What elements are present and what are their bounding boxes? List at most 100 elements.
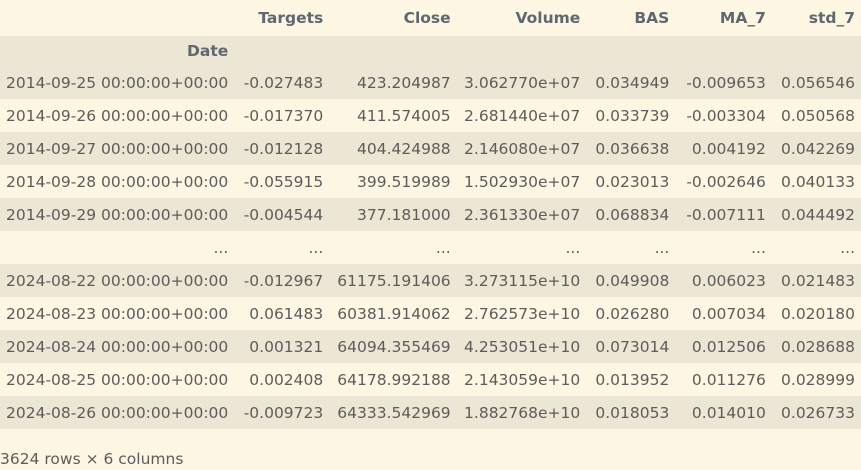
table-row: 2014-09-29 00:00:00+00:00 -0.004544 377.18… [0, 198, 861, 231]
table-cell: 0.018053 [586, 396, 676, 429]
table-cell: 1.882768e+10 [456, 396, 587, 429]
table-cell: 0.042269 [771, 132, 861, 165]
row-index-cell: 2014-09-29 00:00:00+00:00 [0, 198, 235, 231]
table-cell: 0.011276 [675, 363, 772, 396]
table-header: Targets Close Volume BAS MA_7 std_7 Date [0, 0, 861, 66]
table-cell: 0.036638 [586, 132, 676, 165]
table-cell: 2.681440e+07 [456, 99, 587, 132]
table-row: 2024-08-25 00:00:00+00:00 0.002408 64178.9… [0, 363, 861, 396]
table-cell: 4.253051e+10 [456, 330, 587, 363]
index-name: Date [0, 36, 235, 66]
row-index-cell: 2024-08-25 00:00:00+00:00 [0, 363, 235, 396]
table-cell: ... [234, 231, 330, 264]
table-row: 2024-08-23 00:00:00+00:00 0.061483 60381.9… [0, 297, 861, 330]
table-cell: 0.068834 [586, 198, 676, 231]
table-row: 2024-08-22 00:00:00+00:00 -0.012967 61175.… [0, 264, 861, 297]
table-cell: 64178.992188 [329, 363, 457, 396]
table-cell: 0.012506 [675, 330, 772, 363]
table-cell: 0.056546 [771, 66, 861, 99]
table-cell: 2.143059e+10 [456, 363, 587, 396]
table-cell: -0.009653 [675, 66, 772, 99]
row-index-cell: 2014-09-25 00:00:00+00:00 [0, 66, 235, 99]
table-row: 2024-08-24 00:00:00+00:00 0.001321 64094.3… [0, 330, 861, 363]
table-cell: 60381.914062 [329, 297, 457, 330]
table-cell: 0.023013 [586, 165, 676, 198]
table-cell: 0.040133 [771, 165, 861, 198]
table-cell: 399.519989 [329, 165, 457, 198]
table-cell: 0.033739 [586, 99, 676, 132]
table-cell: 0.026733 [771, 396, 861, 429]
table-cell: ... [586, 231, 676, 264]
table-cell: 0.001321 [234, 330, 330, 363]
table-cell: 0.006023 [675, 264, 772, 297]
table-cell: 0.028688 [771, 330, 861, 363]
table-cell: 377.181000 [329, 198, 457, 231]
table-cell: ... [771, 231, 861, 264]
table-cell: 0.007034 [675, 297, 772, 330]
table-cell: 64094.355469 [329, 330, 457, 363]
table-cell: 0.004192 [675, 132, 772, 165]
table-cell: -0.003304 [675, 99, 772, 132]
index-header-row: Date [0, 36, 861, 66]
column-header: Targets [234, 0, 330, 36]
table-body: 2014-09-25 00:00:00+00:00 -0.027483 423.20… [0, 66, 861, 429]
table-cell: ... [329, 231, 457, 264]
table-cell: 3.273115e+10 [456, 264, 587, 297]
table-cell: 64333.542969 [329, 396, 457, 429]
table-cell: 0.073014 [586, 330, 676, 363]
table-cell: 61175.191406 [329, 264, 457, 297]
table-cell: 0.050568 [771, 99, 861, 132]
table-cell: 411.574005 [329, 99, 457, 132]
table-cell: -0.007111 [675, 198, 772, 231]
table-row: 2014-09-25 00:00:00+00:00 -0.027483 423.20… [0, 66, 861, 99]
row-index-cell: 2024-08-22 00:00:00+00:00 [0, 264, 235, 297]
header-corner [0, 0, 235, 36]
table-cell: 423.204987 [329, 66, 457, 99]
table-cell: 0.026280 [586, 297, 676, 330]
column-header: BAS [586, 0, 676, 36]
table-cell: 0.028999 [771, 363, 861, 396]
table-cell: 2.146080e+07 [456, 132, 587, 165]
row-index-cell: 2024-08-26 00:00:00+00:00 [0, 396, 235, 429]
row-index-cell: 2024-08-24 00:00:00+00:00 [0, 330, 235, 363]
column-header: Close [329, 0, 457, 36]
table-cell: -0.009723 [234, 396, 330, 429]
table-cell: 0.020180 [771, 297, 861, 330]
row-index-cell: 2014-09-26 00:00:00+00:00 [0, 99, 235, 132]
column-header: MA_7 [675, 0, 772, 36]
row-index-cell: 2024-08-23 00:00:00+00:00 [0, 297, 235, 330]
table-cell: 0.002408 [234, 363, 330, 396]
table-cell: ... [675, 231, 772, 264]
dataframe-table: Targets Close Volume BAS MA_7 std_7 Date… [0, 0, 861, 429]
table-cell: 0.014010 [675, 396, 772, 429]
table-cell: 0.021483 [771, 264, 861, 297]
table-cell: 3.062770e+07 [456, 66, 587, 99]
column-header: std_7 [771, 0, 861, 36]
table-cell: 404.424988 [329, 132, 457, 165]
table-row: 2014-09-28 00:00:00+00:00 -0.055915 399.51… [0, 165, 861, 198]
table-cell: -0.012967 [234, 264, 330, 297]
table-cell: -0.027483 [234, 66, 330, 99]
dataframe-shape: 3624 rows × 6 columns [0, 450, 184, 468]
table-cell: 0.013952 [586, 363, 676, 396]
table-row: 2014-09-27 00:00:00+00:00 -0.012128 404.42… [0, 132, 861, 165]
table-cell: 1.502930e+07 [456, 165, 587, 198]
table-row: 2024-08-26 00:00:00+00:00 -0.009723 64333.… [0, 396, 861, 429]
table-cell: 0.049908 [586, 264, 676, 297]
table-cell: 2.361330e+07 [456, 198, 587, 231]
table-cell: 0.061483 [234, 297, 330, 330]
column-header: Volume [456, 0, 587, 36]
table-cell: 0.044492 [771, 198, 861, 231]
table-cell: -0.004544 [234, 198, 330, 231]
table-cell: -0.017370 [234, 99, 330, 132]
row-index-cell: 2014-09-27 00:00:00+00:00 [0, 132, 235, 165]
table-cell: -0.012128 [234, 132, 330, 165]
table-cell: 0.034949 [586, 66, 676, 99]
table-row: 2014-09-26 00:00:00+00:00 -0.017370 411.57… [0, 99, 861, 132]
table-cell: ... [456, 231, 587, 264]
row-index-cell: 2014-09-28 00:00:00+00:00 [0, 165, 235, 198]
table-row: ..................... [0, 231, 861, 264]
column-header-row: Targets Close Volume BAS MA_7 std_7 [0, 0, 861, 36]
table-cell: 2.762573e+10 [456, 297, 587, 330]
